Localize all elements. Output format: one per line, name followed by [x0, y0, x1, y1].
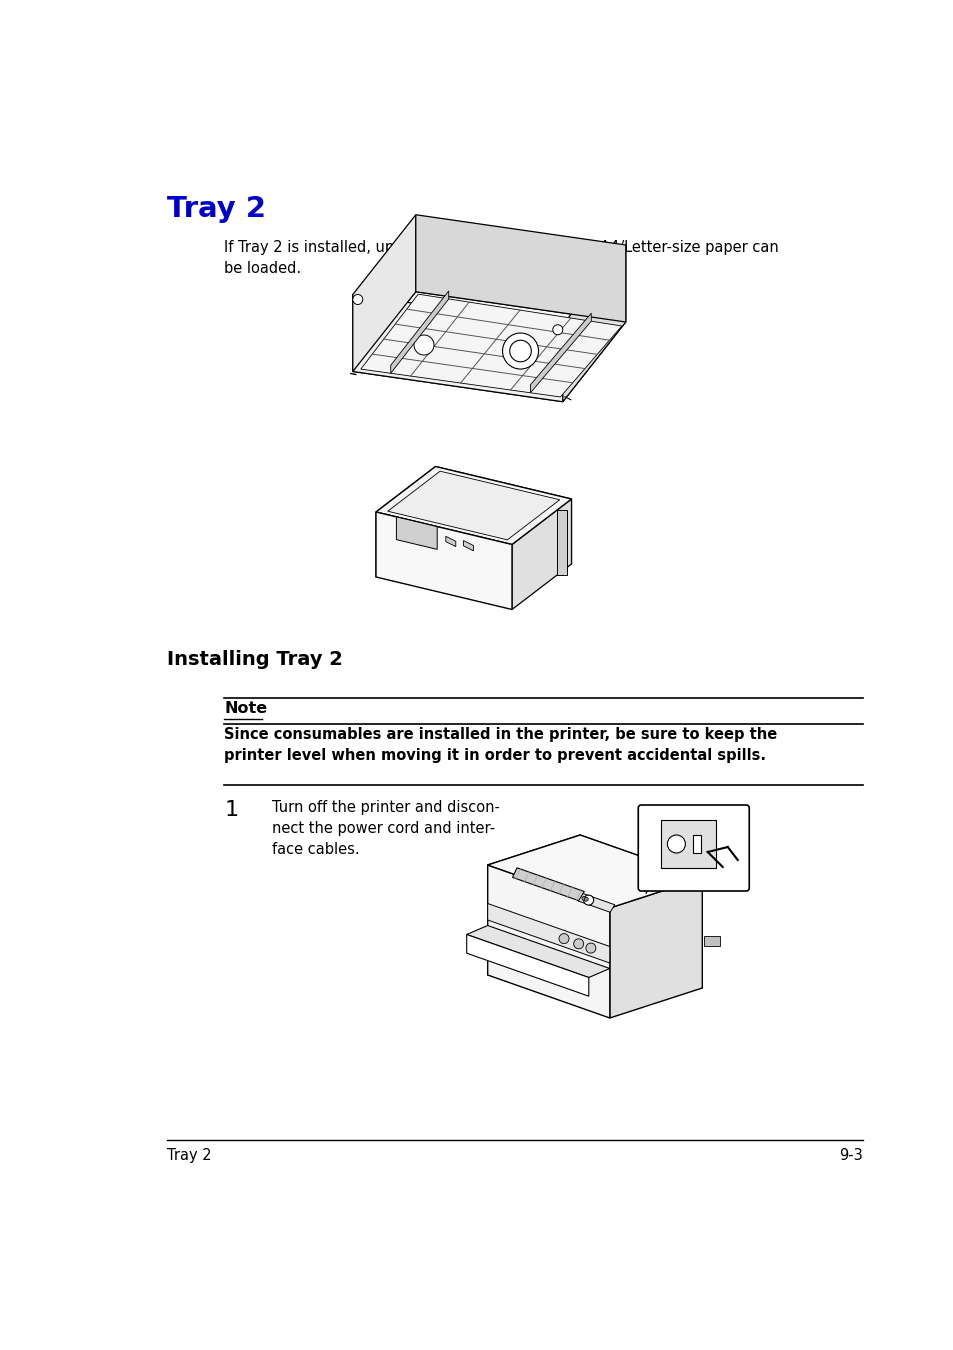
Polygon shape [579, 836, 701, 988]
Polygon shape [578, 894, 614, 913]
Text: Note: Note [224, 701, 267, 716]
Polygon shape [375, 467, 435, 576]
Polygon shape [375, 467, 571, 544]
Polygon shape [487, 836, 701, 909]
Circle shape [509, 340, 531, 362]
Text: Installing Tray 2: Installing Tray 2 [167, 649, 342, 670]
Circle shape [552, 325, 562, 335]
Polygon shape [487, 865, 609, 1018]
Polygon shape [487, 836, 579, 975]
Polygon shape [391, 292, 448, 374]
Polygon shape [660, 819, 716, 868]
Polygon shape [463, 540, 473, 551]
Polygon shape [562, 244, 625, 402]
Circle shape [502, 333, 538, 369]
Circle shape [581, 896, 585, 900]
Text: Tray 2: Tray 2 [167, 1148, 212, 1162]
Circle shape [353, 294, 362, 305]
Polygon shape [556, 510, 566, 575]
Text: 1: 1 [224, 801, 238, 819]
Text: Turn off the printer and discon-
nect the power cord and inter-
face cables.: Turn off the printer and discon- nect th… [272, 801, 499, 857]
Polygon shape [487, 903, 609, 963]
Polygon shape [396, 517, 436, 549]
Polygon shape [360, 294, 621, 397]
Polygon shape [353, 292, 625, 402]
Polygon shape [702, 936, 719, 946]
Circle shape [558, 934, 568, 944]
Circle shape [585, 944, 596, 953]
Polygon shape [466, 926, 609, 977]
Circle shape [583, 898, 588, 902]
Polygon shape [445, 536, 456, 547]
Circle shape [414, 335, 434, 355]
Text: If Tray 2 is installed, up to 500 additional sheets of A4/Letter-size paper can
: If Tray 2 is installed, up to 500 additi… [224, 240, 778, 275]
Polygon shape [416, 215, 625, 323]
Polygon shape [512, 868, 583, 900]
Polygon shape [353, 215, 416, 371]
Polygon shape [692, 836, 700, 853]
Text: 9-3: 9-3 [839, 1148, 862, 1162]
FancyBboxPatch shape [638, 805, 748, 891]
Polygon shape [387, 471, 559, 540]
Polygon shape [375, 512, 512, 609]
Circle shape [583, 895, 593, 905]
Text: Tray 2: Tray 2 [167, 194, 266, 223]
Polygon shape [353, 294, 562, 402]
Circle shape [573, 938, 583, 949]
Text: Since consumables are installed in the printer, be sure to keep the
printer leve: Since consumables are installed in the p… [224, 728, 777, 763]
Polygon shape [466, 934, 588, 996]
Polygon shape [435, 467, 571, 564]
Polygon shape [512, 500, 571, 609]
Polygon shape [609, 878, 701, 1018]
Circle shape [667, 836, 684, 853]
Polygon shape [530, 313, 591, 393]
